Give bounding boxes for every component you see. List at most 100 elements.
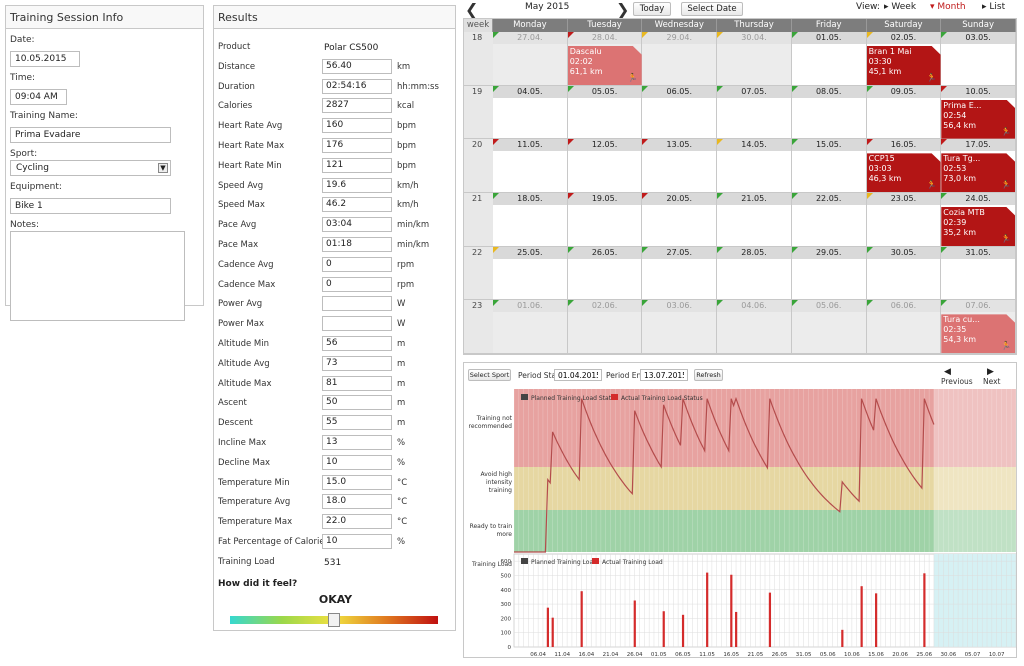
result-value[interactable]: 02:54:16 bbox=[322, 78, 392, 94]
result-value[interactable]: 0 bbox=[322, 276, 392, 292]
result-value[interactable]: 50 bbox=[322, 395, 392, 411]
result-value[interactable]: 160 bbox=[322, 118, 392, 134]
result-value[interactable]: 15.0 bbox=[322, 474, 392, 490]
calendar-day-cell[interactable]: 15.05. bbox=[791, 139, 867, 193]
calendar-day-cell[interactable]: 02.05. Bran 1 Mai 03:30 45,1 km 🏃 bbox=[866, 32, 942, 86]
result-value[interactable]: 0 bbox=[322, 256, 392, 272]
calendar-day-cell[interactable]: 11.05. bbox=[493, 139, 568, 193]
calendar-day-cell[interactable]: 31.05. bbox=[941, 246, 1016, 301]
time-field[interactable] bbox=[10, 89, 67, 105]
feel-slider[interactable] bbox=[230, 613, 438, 627]
calendar-day-cell[interactable]: 05.06. bbox=[791, 300, 867, 354]
calendar-event[interactable]: Dascalu 02:02 61,1 km 🏃 bbox=[567, 46, 642, 85]
select-date-button[interactable]: Select Date bbox=[681, 2, 743, 16]
calendar-day-cell[interactable]: 01.05. bbox=[791, 32, 867, 86]
result-value[interactable]: 18.0 bbox=[322, 494, 392, 510]
today-button[interactable]: Today bbox=[633, 2, 671, 16]
previous-arrow-icon[interactable]: ◀ bbox=[944, 367, 951, 377]
result-value[interactable]: 121 bbox=[322, 157, 392, 173]
result-value[interactable]: 56.40 bbox=[322, 58, 392, 74]
calendar-event[interactable]: Tura Tg... 02:53 73,0 km 🏃 bbox=[941, 153, 1016, 193]
calendar-day-cell[interactable]: 27.04. bbox=[493, 32, 568, 86]
calendar-day-cell[interactable]: 25.05. bbox=[493, 246, 568, 301]
calendar-day-cell[interactable]: 03.05. bbox=[941, 32, 1016, 86]
result-value[interactable] bbox=[322, 316, 392, 332]
calendar-event[interactable]: Bran 1 Mai 03:30 45,1 km 🏃 bbox=[866, 46, 941, 85]
equipment-field[interactable] bbox=[10, 198, 171, 214]
date-field[interactable] bbox=[10, 51, 80, 67]
calendar-day-cell[interactable]: 28.04. Dascalu 02:02 61,1 km 🏃 bbox=[567, 32, 643, 86]
period-start-field[interactable] bbox=[554, 369, 602, 381]
calendar-day-cell[interactable]: 17.05. Tura Tg... 02:53 73,0 km 🏃 bbox=[941, 139, 1016, 193]
sport-select[interactable]: Cycling ▼ bbox=[10, 160, 171, 176]
calendar-event[interactable]: CCP15 03:03 46,3 km 🏃 bbox=[866, 153, 941, 193]
result-value[interactable]: 01:18 bbox=[322, 237, 392, 252]
calendar-day-cell[interactable]: 14.05. bbox=[717, 139, 792, 193]
calendar-day-cell[interactable]: 26.05. bbox=[567, 246, 643, 301]
result-value[interactable]: 10 bbox=[322, 534, 392, 549]
calendar-day-cell[interactable]: 10.05. Prima E... 02:54 56,4 km 🏃 bbox=[941, 85, 1016, 140]
previous-month-icon[interactable]: ❮ bbox=[465, 0, 479, 19]
result-value[interactable]: 22.0 bbox=[322, 514, 392, 530]
calendar-day-cell[interactable]: 18.05. bbox=[493, 193, 568, 247]
next-label[interactable]: Next bbox=[983, 377, 1001, 386]
calendar-day-cell[interactable]: 02.06. bbox=[567, 300, 643, 354]
calendar-day-cell[interactable]: 24.05. Cozia MTB 02:39 35,2 km 🏃 bbox=[941, 193, 1016, 247]
calendar-day-cell[interactable]: 13.05. bbox=[642, 139, 718, 193]
chevron-down-icon[interactable]: ▼ bbox=[158, 163, 168, 173]
calendar-day-cell[interactable]: 07.06. Tura cu... 02:35 54,3 km 🏃 bbox=[941, 300, 1016, 354]
view-list-link[interactable]: ▸ List bbox=[982, 2, 1005, 16]
result-value[interactable] bbox=[322, 296, 392, 312]
calendar-day-cell[interactable]: 27.05. bbox=[642, 246, 718, 301]
calendar-day-cell[interactable]: 30.05. bbox=[866, 246, 942, 301]
result-value[interactable]: 81 bbox=[322, 375, 392, 391]
feel-slider-handle[interactable] bbox=[328, 613, 340, 627]
calendar-day-cell[interactable]: 05.05. bbox=[567, 85, 643, 140]
calendar-event[interactable]: Prima E... 02:54 56,4 km 🏃 bbox=[941, 99, 1016, 139]
calendar-day-cell[interactable]: 29.04. bbox=[642, 32, 718, 86]
result-value[interactable]: 55 bbox=[322, 415, 392, 431]
calendar-day-cell[interactable]: 23.05. bbox=[866, 193, 942, 247]
result-value[interactable]: 2827 bbox=[322, 98, 392, 114]
calendar-event[interactable]: Cozia MTB 02:39 35,2 km 🏃 bbox=[941, 207, 1016, 246]
result-value[interactable]: 13 bbox=[322, 435, 392, 450]
calendar-day-cell[interactable]: 03.06. bbox=[642, 300, 718, 354]
refresh-button[interactable]: Refresh bbox=[694, 369, 723, 381]
calendar-day-cell[interactable]: 22.05. bbox=[791, 193, 867, 247]
calendar-day-cell[interactable]: 01.06. bbox=[493, 300, 568, 354]
next-month-icon[interactable]: ❯ bbox=[616, 0, 630, 19]
calendar-day-cell[interactable]: 07.05. bbox=[717, 85, 792, 140]
result-unit: m bbox=[397, 339, 406, 349]
result-value[interactable]: 73 bbox=[322, 355, 392, 371]
calendar-day-cell[interactable]: 28.05. bbox=[717, 246, 792, 301]
result-value[interactable]: 10 bbox=[322, 454, 392, 470]
calendar-day-cell[interactable]: 08.05. bbox=[791, 85, 867, 140]
next-arrow-icon[interactable]: ▶ bbox=[987, 367, 994, 377]
calendar-day-cell[interactable]: 09.05. bbox=[866, 85, 942, 140]
calendar-event[interactable]: Tura cu... 02:35 54,3 km 🏃 bbox=[941, 314, 1016, 354]
calendar-day-cell[interactable]: 19.05. bbox=[567, 193, 643, 247]
calendar-day-cell[interactable]: 06.05. bbox=[642, 85, 718, 140]
view-week-link[interactable]: ▸ Week bbox=[884, 2, 916, 16]
calendar-day-cell[interactable]: 06.06. bbox=[866, 300, 942, 354]
calendar-day-cell[interactable]: 04.06. bbox=[717, 300, 792, 354]
calendar-day-cell[interactable]: 21.05. bbox=[717, 193, 792, 247]
status-flag-icon bbox=[567, 193, 574, 199]
result-value[interactable]: 19.6 bbox=[322, 177, 392, 193]
previous-label[interactable]: Previous bbox=[941, 377, 973, 386]
calendar-day-cell[interactable]: 29.05. bbox=[791, 246, 867, 301]
view-month-link[interactable]: ▾ Month bbox=[930, 2, 966, 16]
result-value[interactable]: 46.2 bbox=[322, 197, 392, 213]
notes-field[interactable] bbox=[10, 231, 185, 321]
calendar-day-cell[interactable]: 20.05. bbox=[642, 193, 718, 247]
period-end-field[interactable] bbox=[640, 369, 688, 381]
select-sport-button[interactable]: Select Sport bbox=[468, 369, 511, 381]
result-value[interactable]: 03:04 bbox=[322, 217, 392, 233]
calendar-day-cell[interactable]: 04.05. bbox=[493, 85, 568, 140]
calendar-day-cell[interactable]: 12.05. bbox=[567, 139, 643, 193]
training-name-field[interactable] bbox=[10, 127, 171, 143]
result-value[interactable]: 176 bbox=[322, 138, 392, 153]
calendar-day-cell[interactable]: 16.05. CCP15 03:03 46,3 km 🏃 bbox=[866, 139, 942, 193]
calendar-day-cell[interactable]: 30.04. bbox=[717, 32, 792, 86]
result-value[interactable]: 56 bbox=[322, 336, 392, 351]
